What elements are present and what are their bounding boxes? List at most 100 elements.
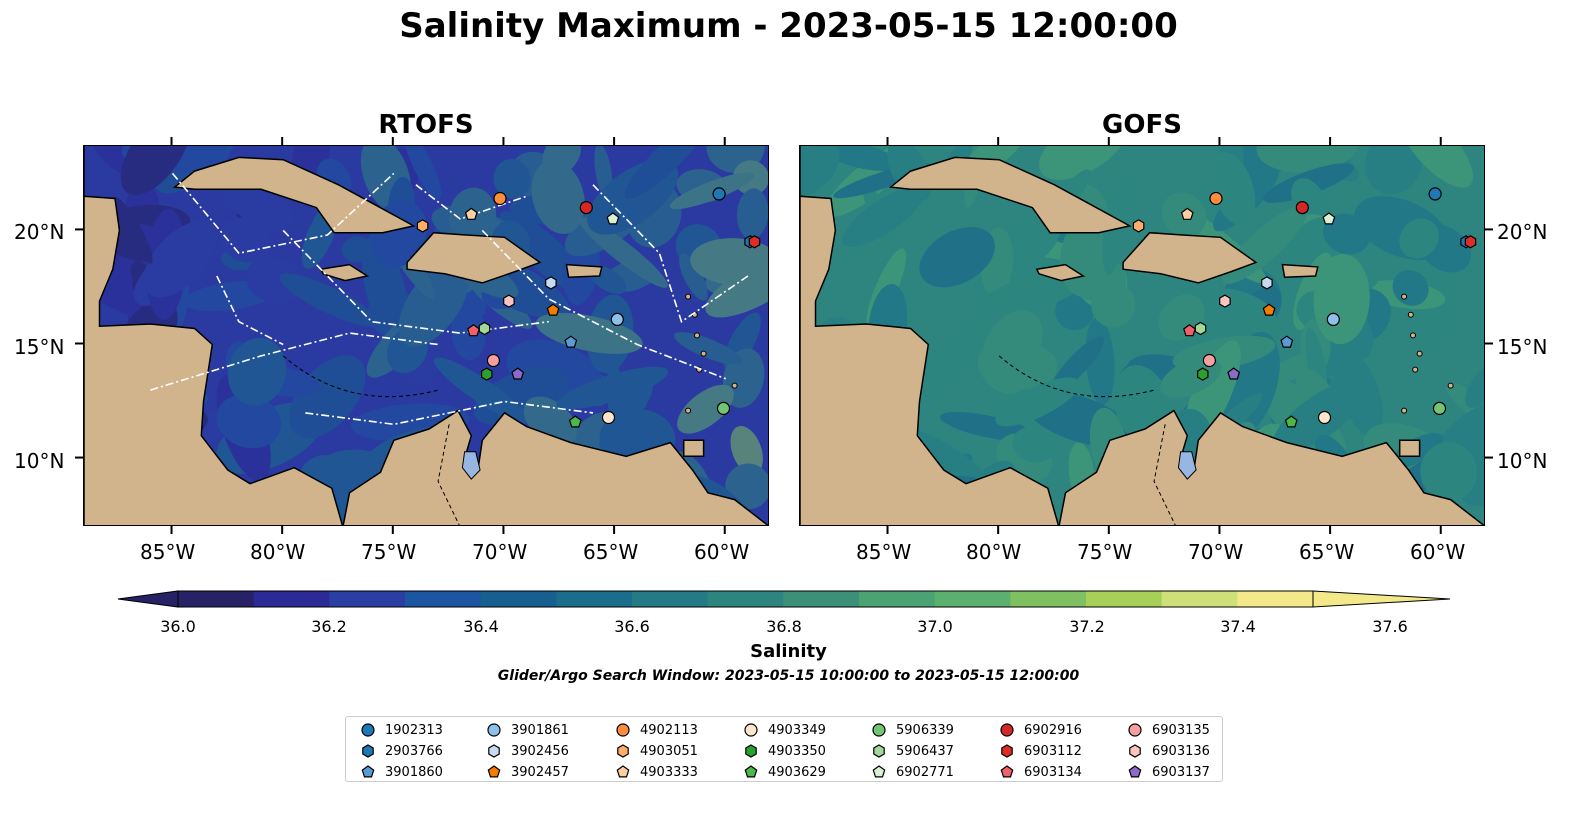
float-6902916 [1295, 200, 1309, 215]
float-4903350 [481, 367, 493, 381]
colorbar-tick-label: 37.0 [917, 617, 953, 636]
legend-item: 4903051 [615, 743, 698, 759]
search-window-caption: Glider/Argo Search Window: 2023-05-15 10… [497, 668, 1080, 684]
colorbar-segment [329, 591, 406, 607]
southamerica-land [342, 409, 768, 525]
float-4903051 [1132, 219, 1145, 233]
legend-label: 4903333 [640, 764, 698, 780]
legend-label: 5906339 [896, 722, 954, 738]
legend-item: 3902456 [486, 743, 569, 759]
legend-marker-icon [361, 723, 375, 737]
colorbar-segment [556, 591, 633, 607]
legend-marker-icon [487, 765, 501, 778]
colorbar-tick-label: 36.0 [160, 617, 196, 636]
float-4903349 [601, 410, 616, 425]
legend-item: 4903333 [615, 764, 698, 780]
colorbar-segment [1161, 591, 1238, 607]
legend-marker [617, 744, 629, 758]
antilles-island [1410, 332, 1416, 339]
legend-marker [362, 744, 374, 758]
legend-label: 6902916 [1024, 722, 1082, 738]
legend-marker [873, 744, 885, 758]
colorbar-tick-label: 36.6 [614, 617, 650, 636]
salinity-field [84, 146, 768, 525]
float-3902456 [545, 276, 557, 290]
legend-marker-icon [617, 744, 629, 758]
float-5906339 [716, 401, 731, 415]
legend-item: 3901861 [486, 722, 569, 738]
legend-label: 5906437 [896, 743, 954, 759]
legend-marker-icon [616, 765, 630, 778]
float-4903350 [1197, 367, 1209, 381]
legend-marker [1000, 765, 1014, 778]
float-6903135 [1202, 353, 1216, 368]
legend-marker-icon [744, 765, 758, 778]
colorbar-extend-low [117, 590, 179, 608]
legend-label: 6903112 [1024, 743, 1082, 759]
legend-item: 6902916 [999, 722, 1082, 738]
float-3902457 [1262, 303, 1276, 316]
float-6903135 [486, 353, 500, 368]
legend-label: 6902771 [896, 764, 954, 780]
gofs-map [799, 145, 1485, 526]
float-6903134 [467, 324, 480, 337]
float-1902313 [712, 187, 726, 201]
lat-tick-label: 15°N [1497, 335, 1548, 359]
lat-tick-label: 10°N [14, 449, 65, 473]
float-6902916 [579, 200, 593, 215]
float-5906437 [1194, 321, 1207, 336]
legend-marker-icon [744, 723, 758, 737]
float-6903134 [1183, 324, 1196, 337]
legend-label: 3902456 [511, 743, 569, 759]
hispaniola-land [1122, 231, 1258, 284]
colorbar-frame [177, 590, 1314, 608]
legend-marker [488, 744, 500, 758]
colorbar-segment [1237, 591, 1314, 607]
legend-label: 3901860 [385, 764, 443, 780]
legend-label: 6903137 [1152, 764, 1210, 780]
cuba-land [888, 156, 1132, 234]
trinidad-land [682, 439, 705, 458]
eez-line [171, 172, 395, 255]
legend-item: 4902113 [615, 722, 698, 738]
eez-line [415, 184, 527, 220]
legend-marker [616, 765, 630, 778]
legend-marker [1128, 765, 1142, 778]
legend-item: 5906339 [871, 722, 954, 738]
legend: 1902313 2903766 3901860 3901861 3902456 39024… [345, 716, 1223, 782]
legend-label: 2903766 [385, 743, 443, 759]
legend-marker-icon [362, 744, 374, 758]
float-4903349 [1317, 410, 1332, 425]
lon-tick-label: 85°W [856, 540, 912, 564]
eez-line [150, 332, 439, 391]
lon-tick-label: 85°W [140, 540, 196, 564]
antilles-island [694, 332, 700, 339]
legend-marker-icon [1001, 744, 1013, 758]
float-3901861 [1326, 312, 1340, 326]
legend-item: 4903350 [743, 743, 826, 759]
float-markers [416, 187, 761, 428]
colorbar-segment [253, 591, 330, 607]
legend-marker [361, 765, 375, 778]
antilles-island [685, 293, 692, 300]
colorbar-segment [405, 591, 482, 607]
legend-marker [872, 765, 886, 778]
legend-item: 6902771 [871, 764, 954, 780]
legend-marker-icon [1128, 765, 1142, 778]
border-line [437, 424, 460, 525]
legend-marker [1128, 723, 1142, 737]
antilles-island [1416, 350, 1423, 357]
legend-marker-icon [487, 723, 501, 737]
legend-marker [616, 723, 630, 737]
lon-tick-label: 65°W [1299, 540, 1355, 564]
legend-item: 6903136 [1127, 743, 1210, 759]
lon-tick-label: 70°W [1188, 540, 1244, 564]
centralamerica-land [84, 146, 344, 525]
legend-label: 4902113 [640, 722, 698, 738]
float-6903136 [1219, 294, 1231, 308]
gofs-panel-title: GOFS [1102, 110, 1182, 140]
puertorico-land [565, 263, 603, 278]
eez-line [305, 400, 594, 426]
float-4902113 [493, 191, 507, 206]
colorbar-tick-label: 36.4 [463, 617, 499, 636]
